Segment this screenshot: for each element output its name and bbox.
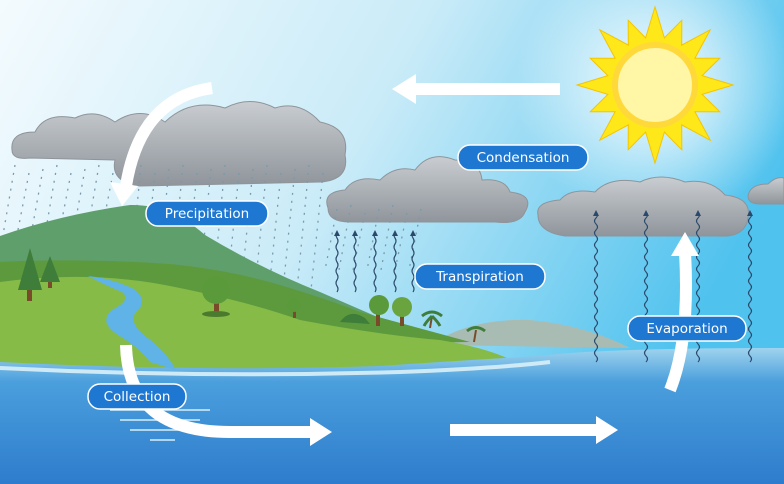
- label-text: Condensation: [477, 150, 570, 166]
- label-text: Evaporation: [646, 321, 727, 337]
- label-collection: Collection: [88, 384, 186, 409]
- label-evaporation: Evaporation: [628, 316, 746, 341]
- label-text: Precipitation: [165, 206, 249, 222]
- label-condensation: Condensation: [458, 145, 588, 170]
- trees: [202, 311, 230, 317]
- trees: [392, 297, 412, 317]
- label-precipitation: Precipitation: [146, 201, 268, 226]
- trees: [202, 276, 230, 304]
- label-text: Transpiration: [435, 269, 524, 285]
- label-transpiration: Transpiration: [415, 264, 545, 289]
- sun: [615, 45, 695, 125]
- trees: [369, 295, 389, 315]
- trees: [287, 298, 301, 312]
- water-cycle-diagram: Condensation Precipitation Transpiration…: [0, 0, 784, 484]
- label-text: Collection: [104, 389, 171, 405]
- sea: [0, 348, 784, 484]
